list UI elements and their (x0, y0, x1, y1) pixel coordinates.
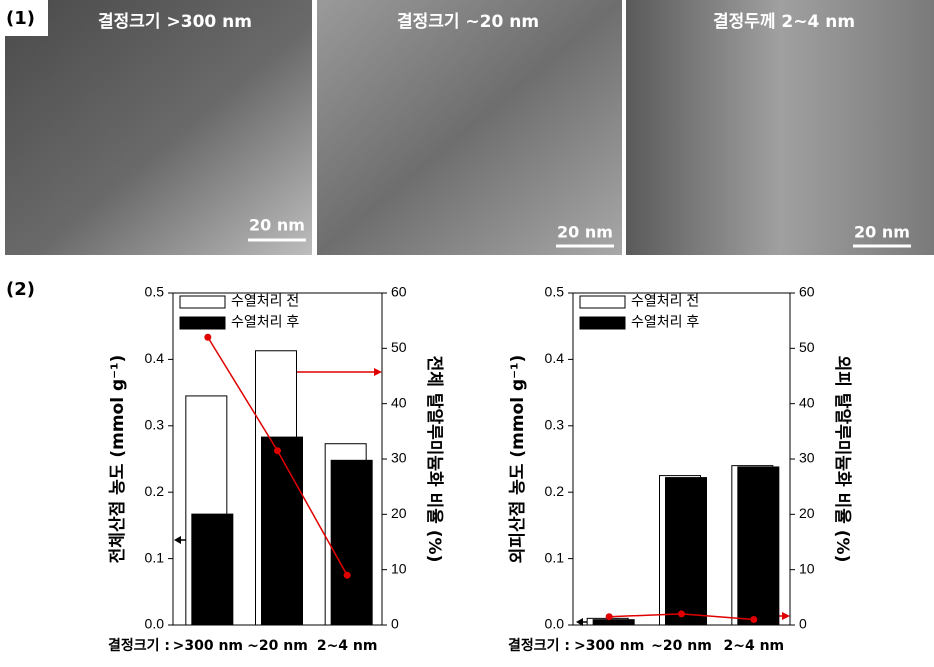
x-tick-label: 2~4 nm (724, 638, 785, 654)
scale-label: 20 nm (249, 216, 305, 235)
panel-label: (1) (6, 8, 35, 29)
y2-tick-label: 20 (799, 505, 815, 521)
plot-frame (172, 292, 383, 626)
y2-tick-label: 30 (799, 450, 815, 466)
image-caption: 결정크기 >300 nm (98, 12, 252, 32)
x-tick-label: ~20 nm (247, 638, 308, 654)
panel-label: (2) (6, 279, 35, 300)
y2-axis-title: 전체 탈알루미늄화 비율 (%) (424, 356, 445, 563)
point (750, 615, 758, 623)
legend-label: 수열처리 후 (631, 314, 699, 330)
y2-tick-label: 40 (391, 394, 407, 410)
y-tick-label: 0.1 (545, 549, 565, 565)
y2-axis-title: 외피 탈알루미늄화 비율 (%) (832, 356, 853, 563)
bar (191, 513, 234, 626)
y2-tick-label: 0 (391, 616, 399, 632)
x-axis-label: 결정크기 : (508, 637, 570, 654)
bar (665, 477, 707, 626)
legend-label: 수열처리 후 (231, 314, 299, 330)
y-axis-title: 전체산점 농도 (mmol g⁻¹) (108, 355, 128, 564)
x-tick-label: >300 nm (173, 638, 243, 654)
x-axis-label: 결정크기 : (108, 637, 170, 654)
y-tick-label: 0.4 (545, 350, 565, 366)
x-tick-label: ~20 nm (651, 638, 712, 654)
bar (261, 436, 303, 626)
bar (737, 466, 780, 626)
y2-tick-label: 50 (391, 339, 407, 355)
y2-tick-label: 20 (391, 505, 407, 521)
image-caption: 결정크기 ~20 nm (397, 12, 539, 32)
label-box (0, 0, 48, 36)
legend-swatch (579, 316, 626, 330)
legend-swatch (179, 316, 226, 330)
y2-tick-label: 40 (799, 394, 815, 410)
y-tick-label: 0.5 (545, 284, 565, 300)
point (204, 333, 212, 341)
y2-tick-label: 10 (391, 560, 407, 576)
y2-tick-label: 30 (391, 450, 407, 466)
y-tick-label: 0.0 (145, 616, 165, 632)
y-tick-label: 0.3 (545, 417, 565, 433)
y2-tick-label: 0 (799, 616, 807, 632)
y2-tick-label: 50 (799, 339, 815, 355)
tem-image (317, 0, 622, 255)
legend-swatch (179, 295, 226, 309)
x-tick-label: 2~4 nm (317, 638, 378, 654)
bar (330, 459, 373, 626)
y2-tick-label: 60 (391, 284, 407, 300)
point (274, 447, 281, 455)
point (605, 613, 613, 621)
y-axis-title: 외피산점 농도 (mmol g⁻¹) (508, 355, 528, 564)
legend-label: 수열처리 전 (231, 293, 299, 309)
tem-image (626, 0, 934, 255)
y-tick-label: 0.5 (145, 284, 165, 300)
y2-tick-label: 10 (799, 560, 815, 576)
y-tick-label: 0.1 (145, 549, 165, 565)
y-tick-label: 0.2 (545, 483, 565, 499)
y-tick-label: 0.3 (145, 417, 165, 433)
plot-frame (572, 292, 791, 626)
scale-label: 20 nm (557, 223, 613, 242)
x-tick-label: >300 nm (574, 638, 644, 654)
legend-swatch (579, 295, 626, 309)
y-tick-label: 0.0 (545, 616, 565, 632)
point (343, 571, 351, 579)
tem-image (5, 0, 312, 255)
scale-label: 20 nm (854, 223, 910, 242)
legend-label: 수열처리 전 (631, 293, 699, 309)
y-tick-label: 0.4 (145, 350, 165, 366)
point (678, 610, 685, 618)
image-caption: 결정두께 2~4 nm (713, 12, 855, 32)
y-tick-label: 0.2 (145, 483, 165, 499)
bar (592, 619, 635, 626)
y2-tick-label: 60 (799, 284, 815, 300)
